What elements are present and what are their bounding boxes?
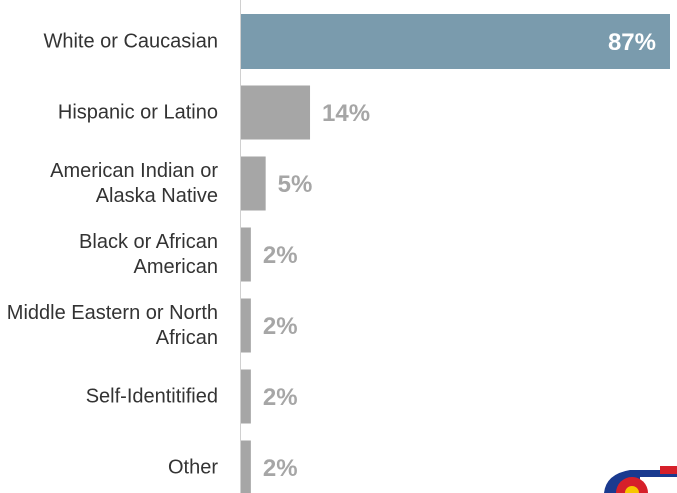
category-label: Hispanic or Latino	[57, 101, 218, 123]
value-label: 5%	[278, 171, 313, 198]
bar	[241, 85, 311, 140]
bar	[241, 369, 251, 424]
value-label: 2%	[263, 455, 298, 482]
bar	[241, 14, 670, 69]
category-label: American Indian or Alaska Native	[50, 159, 218, 207]
bar	[241, 298, 251, 353]
value-label: 87%	[608, 29, 656, 56]
category-label: Other	[167, 456, 218, 478]
bar	[241, 156, 266, 211]
value-label: 2%	[263, 313, 298, 340]
bar	[241, 227, 251, 282]
category-label: Middle Eastern or North African	[6, 301, 218, 349]
category-label: White or Caucasian	[43, 30, 218, 52]
logo	[600, 466, 677, 493]
bar	[241, 440, 251, 493]
category-label: Self-Identitified	[85, 385, 218, 407]
value-label: 2%	[263, 384, 298, 411]
value-label: 2%	[263, 242, 298, 269]
category-label: Black or African American	[79, 230, 218, 278]
value-label: 14%	[322, 100, 370, 127]
